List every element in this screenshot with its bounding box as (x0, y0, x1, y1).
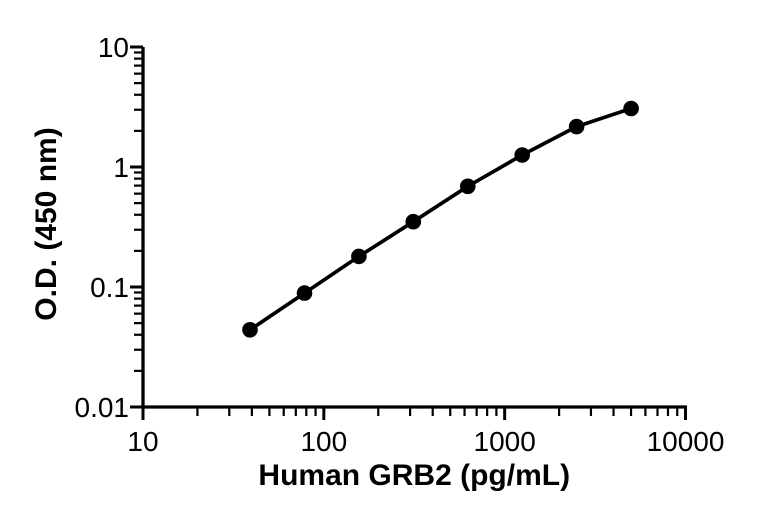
y-tick-label: 1 (113, 152, 129, 183)
y-tick-label: 10 (98, 32, 129, 63)
curve-line (248, 106, 633, 332)
data-point (242, 322, 258, 338)
x-tick-label: 1000 (474, 426, 536, 457)
axes (141, 47, 687, 409)
data-point (405, 213, 422, 230)
data-point (514, 147, 530, 163)
y-axis-title: O.D. (450 nm) (30, 127, 63, 320)
data-point (351, 248, 367, 265)
data-series (242, 100, 639, 338)
data-point (296, 285, 313, 301)
x-axis-title: Human GRB2 (pg/mL) (258, 459, 570, 492)
data-point (623, 100, 639, 117)
axis-ticks (130, 45, 687, 420)
y-tick-label: 0.01 (75, 392, 130, 423)
x-tick-label: 10 (127, 426, 158, 457)
data-point (460, 178, 476, 195)
data-point (568, 118, 585, 135)
x-tick-label: 100 (300, 426, 347, 457)
y-tick-label: 0.1 (90, 272, 129, 303)
axis-tick-labels: 10 100 1000 10000 0.01 0.1 1 10 (75, 32, 725, 457)
x-tick-label: 10000 (647, 426, 725, 457)
